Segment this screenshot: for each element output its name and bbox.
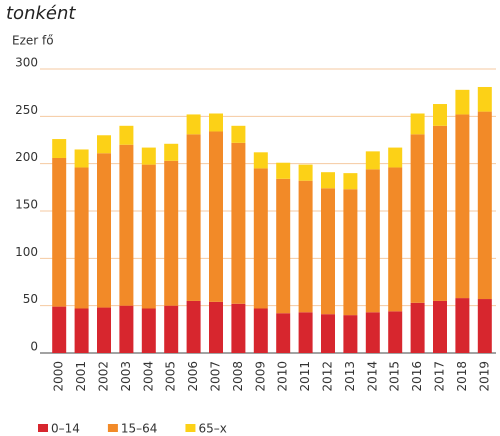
bar-segment (74, 167, 89, 309)
y-tick-label: 100 (15, 245, 38, 259)
bar-segment (455, 114, 470, 299)
x-tick-label: 2013 (343, 361, 357, 392)
bar-segment (388, 311, 403, 353)
x-tick-label: 2000 (52, 361, 66, 392)
y-axis-label: Ezer fő (12, 34, 54, 48)
bar-segment (209, 131, 223, 302)
bar-segment (410, 302, 425, 353)
x-tick-label: 2017 (433, 361, 447, 392)
bar-segment (186, 114, 201, 135)
legend-label: 15–64 (121, 422, 158, 436)
bar-segment (231, 125, 246, 143)
y-tick-label: 50 (23, 292, 38, 306)
x-tick-label: 2014 (365, 361, 379, 392)
bar-segment (52, 139, 67, 158)
bar-segment (74, 149, 89, 168)
bar-segment (253, 152, 268, 169)
bar-segment (433, 300, 447, 353)
bar-segment (97, 307, 111, 353)
bar-segment (365, 312, 380, 353)
bar-segment (365, 169, 380, 313)
x-tick-label: 2019 (477, 361, 491, 392)
bar-segment (477, 111, 492, 300)
bar-segment (410, 113, 425, 135)
bar-segment (231, 303, 246, 353)
bar-segment (164, 160, 179, 306)
bar-segment (365, 151, 380, 170)
bar-segment (276, 162, 291, 179)
bar-segment (164, 305, 179, 353)
legend-swatch (38, 424, 48, 432)
bar-segment (298, 164, 313, 181)
legend-label: 65–x (198, 422, 226, 436)
x-tick-label: 2015 (388, 361, 402, 392)
bar-segment (253, 168, 268, 309)
x-tick-label: 2018 (455, 361, 469, 392)
bar-segment (141, 164, 156, 309)
y-tick-label: 0 (30, 340, 38, 354)
x-tick-label: 2006 (186, 361, 200, 392)
bar-segment (455, 298, 470, 353)
bar-segment (186, 300, 201, 353)
x-tick-label: 2009 (253, 361, 267, 392)
legend-swatch (185, 424, 196, 432)
bar-segment (276, 313, 291, 353)
x-tick-label: 2016 (410, 361, 424, 392)
bar-segment (343, 189, 358, 316)
bar-segment (119, 144, 134, 306)
chart-title: tonként (6, 3, 76, 24)
y-tick-label: 300 (15, 56, 38, 70)
bar-segment (209, 113, 223, 132)
bar-segment (433, 125, 447, 301)
legend-swatch (107, 424, 118, 432)
bar-segment (231, 142, 246, 304)
bar-segment (119, 305, 134, 353)
x-tick-label: 2011 (298, 361, 312, 392)
x-tick-label: 2007 (209, 361, 223, 392)
bar-segment (433, 104, 447, 126)
legend-label: 0–14 (51, 422, 80, 436)
bar-segment (388, 147, 403, 168)
bar-segment (141, 308, 156, 353)
bar-segment (343, 173, 358, 190)
bar-segment (298, 180, 313, 313)
x-tick-label: 2012 (321, 361, 335, 392)
bar-segment (186, 134, 201, 301)
bar-segment (388, 167, 403, 312)
x-tick-label: 2004 (141, 361, 155, 392)
bar-segment (410, 134, 425, 303)
bar-segment (276, 178, 291, 314)
bar-segment (52, 157, 67, 307)
bar-segment (119, 125, 134, 145)
bar-segment (141, 147, 156, 165)
bar-segment (52, 306, 67, 353)
bar-segment (321, 188, 335, 315)
x-tick-label: 2003 (119, 361, 133, 392)
bar-segment (74, 308, 89, 353)
bar-segment (298, 312, 313, 353)
x-tick-label: 2008 (231, 361, 245, 392)
bar-segment (455, 89, 470, 115)
bar-segment (97, 153, 111, 308)
bar-segment (343, 315, 358, 353)
x-tick-label: 2005 (164, 361, 178, 392)
bar-segment (253, 308, 268, 353)
y-tick-label: 250 (15, 103, 38, 117)
x-tick-label: 2010 (276, 361, 290, 392)
bar-segment (164, 143, 179, 161)
bar-segment (209, 301, 223, 353)
x-tick-label: 2002 (97, 361, 111, 392)
bar-segment (321, 314, 335, 353)
bar-segment (477, 86, 492, 112)
y-tick-label: 200 (15, 150, 38, 164)
bar-segment (477, 299, 492, 353)
bar-segment (97, 135, 111, 154)
y-tick-label: 150 (15, 198, 38, 212)
x-tick-label: 2001 (74, 361, 88, 392)
bar-segment (321, 172, 335, 189)
